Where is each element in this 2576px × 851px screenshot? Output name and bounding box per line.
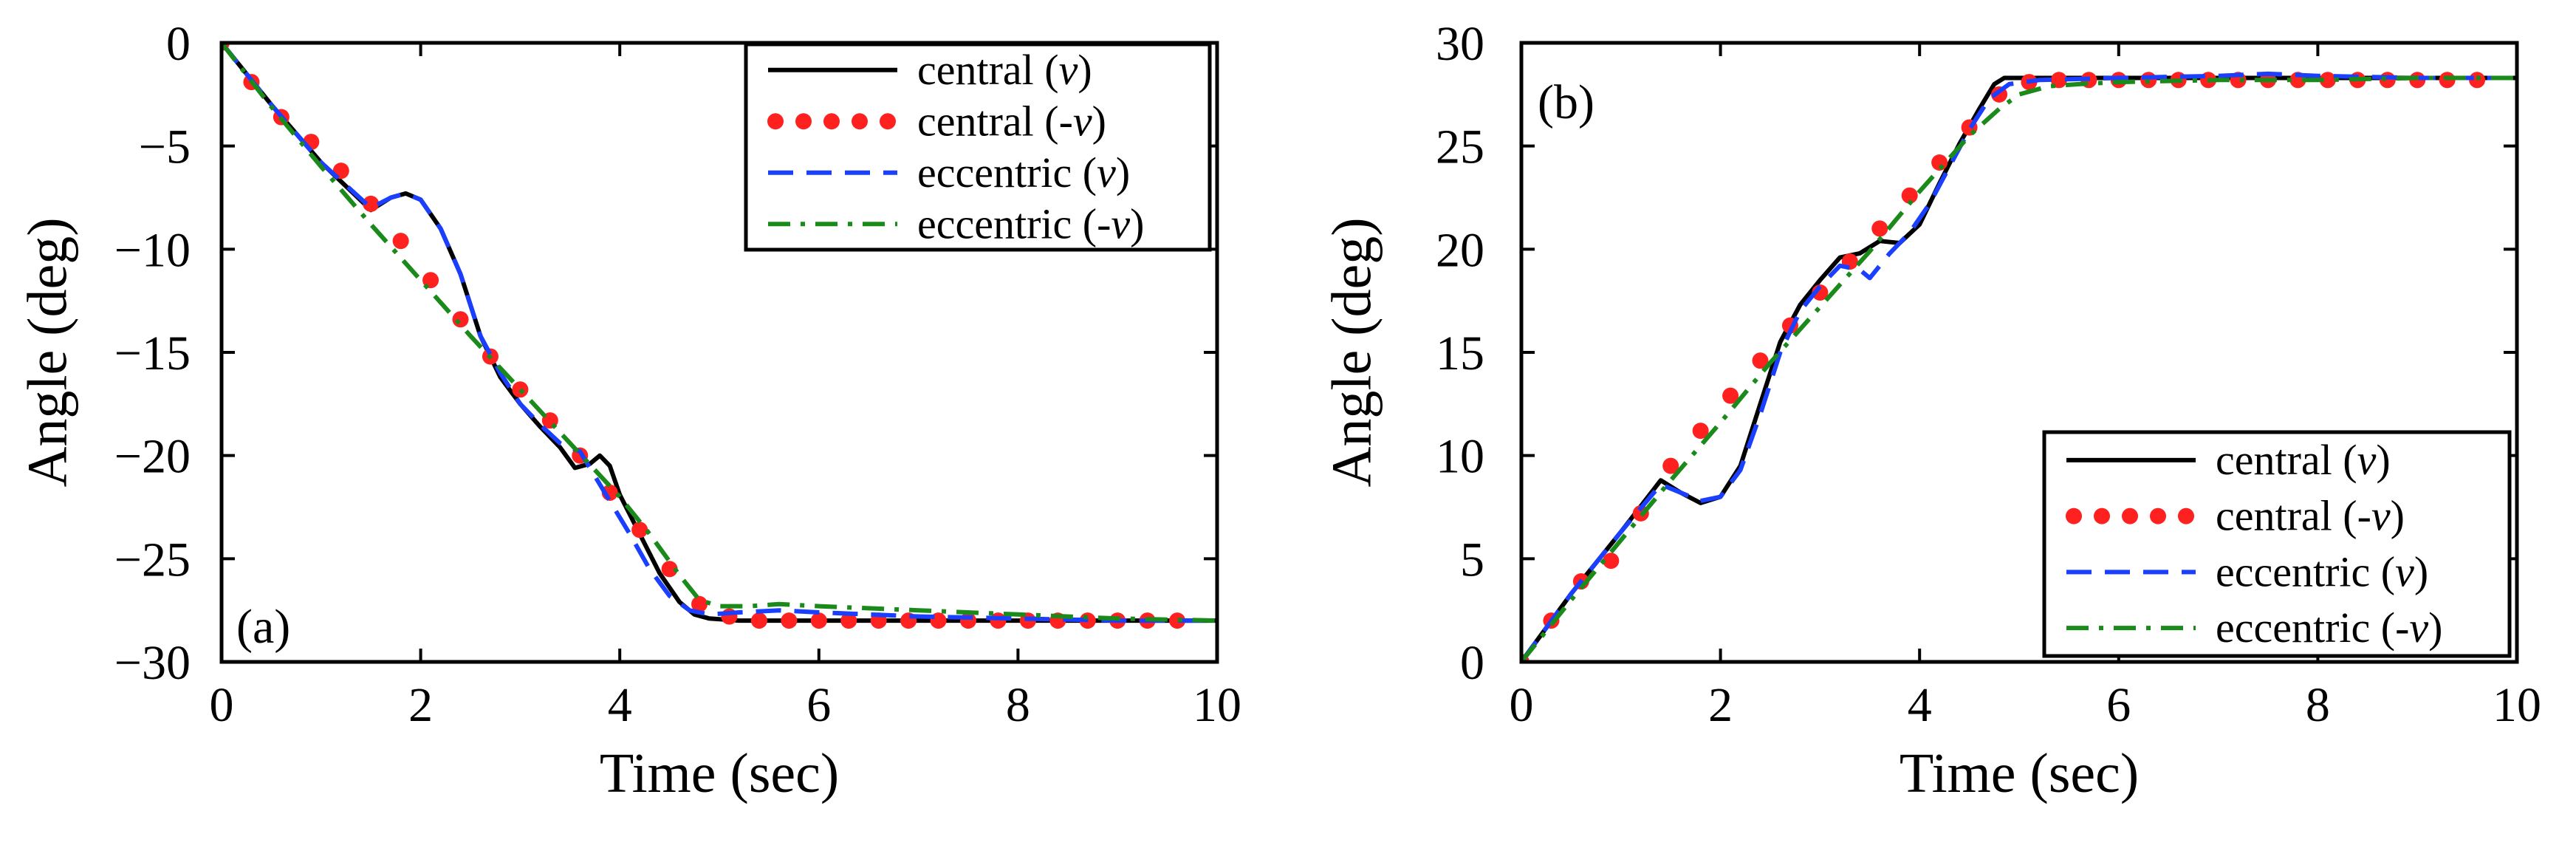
legend-label: eccentric (-v) <box>917 199 1144 247</box>
y-tick-label: 10 <box>1436 430 1484 484</box>
x-tick-label: 6 <box>2106 678 2131 732</box>
data-point <box>2319 72 2336 89</box>
x-tick-label: 10 <box>2493 678 2541 732</box>
data-point <box>363 195 380 212</box>
data-point <box>661 561 678 578</box>
legend-label: central (-v) <box>2216 492 2405 540</box>
legend: central (v)central (-v)eccentric (v)ecce… <box>744 42 1212 252</box>
series-eccentric-v-line <box>222 43 1217 623</box>
legend-swatch-dot <box>2178 507 2194 524</box>
panel-label: (b) <box>1538 75 1594 129</box>
series-eccentric-v-line <box>1521 71 2517 662</box>
data-point <box>631 522 648 539</box>
legend-label: central (v) <box>917 46 1092 94</box>
data-point <box>1901 187 1918 204</box>
data-point <box>1931 154 1948 171</box>
y-tick-label: −30 <box>114 636 191 690</box>
legend-label: eccentric (v) <box>917 148 1130 196</box>
legend-entry: eccentric (v) <box>768 148 1130 196</box>
legend-label: eccentric (-v) <box>2216 604 2442 652</box>
data-point <box>1662 457 1679 474</box>
legend-label: eccentric (v) <box>2216 547 2428 595</box>
legend-entry: eccentric (v) <box>2066 547 2428 595</box>
y-tick-label: 0 <box>166 17 191 71</box>
legend-swatch-dot <box>2094 507 2110 524</box>
data-point <box>1752 352 1769 369</box>
data-point <box>1169 612 1186 629</box>
x-tick-label: 4 <box>608 678 632 732</box>
plot-area <box>222 43 1217 629</box>
data-point <box>512 381 529 398</box>
plot-area <box>1521 71 2517 662</box>
x-axis-label: Time (sec) <box>1900 742 2139 804</box>
legend-box <box>744 42 1212 252</box>
x-tick-label: 0 <box>210 678 234 732</box>
legend-swatch-dot <box>767 113 784 130</box>
legend-swatch-dot <box>2150 507 2166 524</box>
legend-swatch-dot <box>2122 507 2138 524</box>
data-point <box>750 612 767 629</box>
x-tick-label: 4 <box>1908 678 1932 732</box>
y-tick-label: 25 <box>1436 120 1484 174</box>
x-tick-label: 8 <box>2306 678 2330 732</box>
legend-label: central (v) <box>2216 436 2391 484</box>
data-point <box>691 595 708 612</box>
y-tick-label: 15 <box>1436 327 1484 380</box>
data-point <box>1692 423 1709 440</box>
legend: central (v) central (-v) eccentric (v) ecce… <box>2042 430 2512 658</box>
x-axis-label: Time (sec) <box>600 742 839 804</box>
data-point <box>781 612 798 629</box>
x-tick-label: 2 <box>408 678 433 732</box>
legend-swatch-dot <box>880 113 896 130</box>
y-tick-label: −15 <box>114 327 191 380</box>
data-point <box>840 612 857 629</box>
y-tick-label: 20 <box>1436 223 1484 277</box>
data-point <box>960 612 976 629</box>
y-tick-label: −10 <box>114 223 191 277</box>
chart-panel-a: 0 2 4 6 8 10 0 −5 −10 −15 −20 −25 −30 Time (sec) Angle… <box>16 17 1241 804</box>
series-eccentric-v-line <box>222 43 1217 623</box>
legend-label: central (-v) <box>917 97 1106 145</box>
x-tick-label: 6 <box>806 678 831 732</box>
data-point <box>810 612 827 629</box>
data-point <box>1722 387 1739 404</box>
legend-entry: central (-v) <box>767 97 1106 145</box>
legend-entry: central (-v) <box>2066 492 2405 540</box>
series-eccentric-v-line <box>1521 75 2517 662</box>
y-tick-label: 30 <box>1436 17 1484 71</box>
x-tick-label: 2 <box>1708 678 1733 732</box>
y-tick-label: −5 <box>139 120 191 174</box>
y-tick-label: −20 <box>114 430 191 484</box>
data-point <box>1871 220 1888 237</box>
legend-swatch-dot <box>852 113 868 130</box>
y-tick-label: 0 <box>1460 636 1484 690</box>
chart-panel-b: 0 2 4 6 8 10 0 5 10 15 20 25 30 Time (sec) Angle (deg)… <box>1320 17 2541 804</box>
y-axis-label: Angle (deg) <box>1320 217 1383 487</box>
y-axis-label: Angle (deg) <box>16 217 78 487</box>
legend-swatch-dot <box>2066 507 2082 524</box>
x-tick-label: 8 <box>1006 678 1030 732</box>
legend-box <box>2042 430 2512 658</box>
data-point <box>452 311 469 328</box>
data-point <box>392 233 409 250</box>
legend-entry: central (v) <box>768 46 1092 94</box>
legend-entry: eccentric (-v) <box>768 199 1144 247</box>
x-tick-label: 0 <box>1510 678 1534 732</box>
legend-swatch-dot <box>823 113 840 130</box>
y-tick-label: −25 <box>114 533 191 587</box>
panel-label: (a) <box>236 600 290 654</box>
y-tick-label: 5 <box>1460 533 1484 587</box>
x-tick-label: 10 <box>1193 678 1241 732</box>
legend-swatch-dot <box>795 113 812 130</box>
legend-entry: eccentric (-v) <box>2066 604 2442 652</box>
legend-entry: central (v) <box>2066 436 2391 484</box>
data-point <box>1603 553 1620 570</box>
